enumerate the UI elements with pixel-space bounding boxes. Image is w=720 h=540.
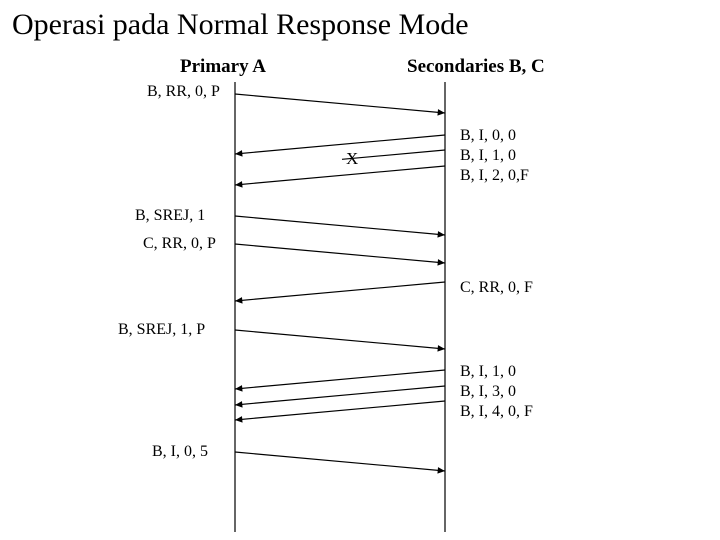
lbl-c-rr-0-p: C, RR, 0, P bbox=[143, 234, 216, 254]
lbl-b-i-000: B, I, 0, 0 B, I, 1, 0 B, I, 2, 0,F bbox=[460, 126, 529, 186]
sequence-diagram bbox=[0, 0, 720, 540]
lbl-b-i-0-5: B, I, 0, 5 bbox=[152, 442, 208, 462]
lbl-b-srej-1: B, SREJ, 1 bbox=[135, 206, 205, 226]
lbl-b-i-134: B, I, 1, 0 B, I, 3, 0 B, I, 4, 0, F bbox=[460, 362, 533, 422]
lbl-b-rr-0-p: B, RR, 0, P bbox=[147, 82, 220, 102]
lbl-b-srej-1-p: B, SREJ, 1, P bbox=[118, 320, 205, 340]
lbl-x: X bbox=[346, 148, 358, 169]
lbl-c-rr-0-f: C, RR, 0, F bbox=[460, 278, 533, 298]
